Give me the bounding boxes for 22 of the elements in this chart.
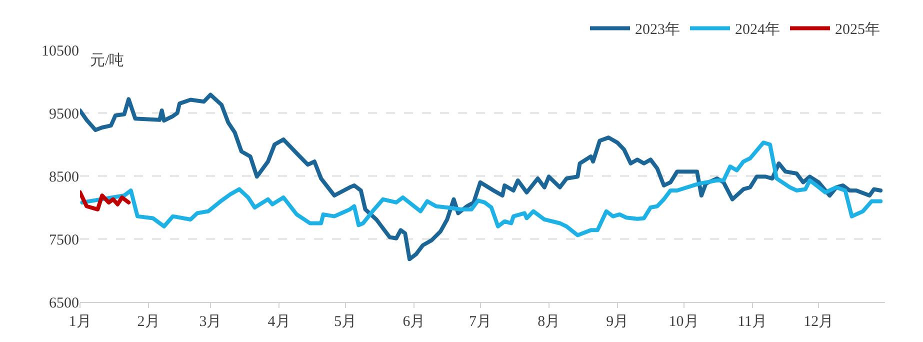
y-tick-label: 6500 xyxy=(49,295,79,312)
y-axis-title: 元/吨 xyxy=(90,52,124,69)
y-tick-label: 9500 xyxy=(49,106,79,122)
y-tick-label: 7500 xyxy=(49,232,79,248)
y-tick-label: 10500 xyxy=(42,43,79,60)
legend-label: 2025年 xyxy=(835,21,880,38)
x-tick-label: 5月 xyxy=(334,314,357,330)
legend-label: 2023年 xyxy=(635,21,680,38)
x-tick-label: 4月 xyxy=(268,314,290,330)
x-tick-label: 11月 xyxy=(738,314,768,330)
x-tick-label: 9月 xyxy=(606,314,629,330)
x-tick-label: 2月 xyxy=(137,314,160,330)
x-tick-label: 7月 xyxy=(469,314,492,330)
line-series xyxy=(80,190,131,212)
y-tick-label: 8500 xyxy=(49,169,79,186)
x-tick-label: 6月 xyxy=(402,314,426,330)
x-tick-label: 1月 xyxy=(68,314,92,330)
x-tick-label: 8月 xyxy=(538,314,560,330)
legend-label: 2024年 xyxy=(735,21,780,38)
x-tick-label: 3月 xyxy=(199,314,222,330)
x-tick-label: 12月 xyxy=(804,314,834,330)
x-tick-label: 10月 xyxy=(668,314,699,330)
